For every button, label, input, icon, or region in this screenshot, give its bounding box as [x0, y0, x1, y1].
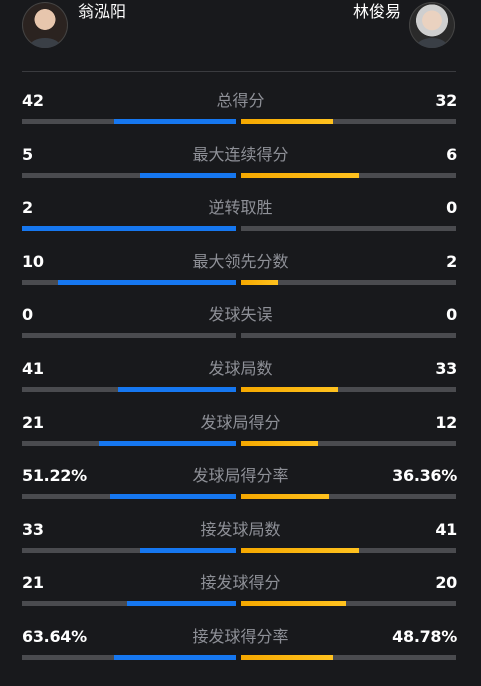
stat-right-bar-track: [241, 655, 456, 660]
stat-left-value: 2: [22, 198, 33, 217]
stat-label: 发球局得分率: [192, 466, 289, 485]
stat-right-bar-fill: [241, 173, 360, 178]
stat-label: 发球局得分: [200, 413, 281, 432]
stat-right-bar-track: [241, 601, 456, 606]
stat-left-value: 0: [22, 305, 33, 324]
stat-right-bar-fill: [241, 387, 338, 392]
stat-row: 41 发球局数 33: [0, 359, 481, 399]
stat-row: 5 最大连续得分 6: [0, 145, 481, 185]
stat-left-bar-track: [22, 601, 236, 606]
stat-right-bar-fill: [241, 601, 347, 606]
stat-left-bar-track: [22, 441, 236, 446]
stat-row: 42 总得分 32: [0, 91, 481, 131]
stat-left-bar-track: [22, 494, 236, 499]
stat-right-value: 32: [435, 91, 457, 110]
stat-label: 发球局数: [208, 359, 273, 378]
stat-right-bar-fill: [241, 441, 319, 446]
stat-right-value: 2: [446, 252, 457, 271]
stat-right-value: 48.78%: [392, 627, 457, 646]
stat-left-value: 63.64%: [22, 627, 87, 646]
stat-row: 0 发球失误 0: [0, 305, 481, 345]
stat-left-bar-fill: [118, 387, 236, 392]
header-divider: [22, 71, 456, 72]
stat-label: 发球失误: [208, 305, 273, 324]
player-right-avatar[interactable]: [409, 2, 455, 48]
stat-right-bar-fill: [241, 655, 334, 660]
stat-row: 51.22% 发球局得分率 36.36%: [0, 466, 481, 506]
stat-left-value: 10: [22, 252, 44, 271]
stat-left-bar-fill: [99, 441, 236, 446]
stat-right-bar-fill: [241, 119, 334, 124]
stat-right-value: 20: [435, 573, 457, 592]
stat-left-value: 21: [22, 413, 44, 432]
stat-row: 21 接发球得分 20: [0, 573, 481, 613]
stat-left-bar-track: [22, 548, 236, 553]
stat-left-bar-track: [22, 333, 236, 338]
stat-right-value: 36.36%: [392, 466, 457, 485]
stat-right-bar-fill: [241, 280, 278, 285]
stat-right-value: 33: [435, 359, 457, 378]
stat-right-bar-track: [241, 226, 456, 231]
stat-left-bar-fill: [139, 173, 236, 178]
stat-left-bar-fill: [139, 548, 236, 553]
stat-left-bar-fill: [114, 119, 236, 124]
stat-left-value: 42: [22, 91, 44, 110]
stat-left-value: 21: [22, 573, 44, 592]
stat-label: 最大连续得分: [192, 145, 289, 164]
stat-row: 2 逆转取胜 0: [0, 198, 481, 238]
stat-label: 逆转取胜: [208, 198, 273, 217]
stat-right-bar-track: [241, 119, 456, 124]
stat-left-bar-track: [22, 226, 236, 231]
stat-row: 21 发球局得分 12: [0, 413, 481, 453]
stat-left-bar-track: [22, 119, 236, 124]
stat-left-bar-fill: [126, 601, 236, 606]
stat-left-bar-track: [22, 173, 236, 178]
stat-label: 接发球得分: [200, 573, 281, 592]
stat-left-value: 41: [22, 359, 44, 378]
stat-right-bar-track: [241, 494, 456, 499]
stat-right-bar-fill: [241, 494, 330, 499]
stat-right-value: 0: [446, 198, 457, 217]
stat-right-value: 0: [446, 305, 457, 324]
stat-label: 接发球局数: [200, 520, 281, 539]
player-left-avatar[interactable]: [22, 2, 68, 48]
stat-right-value: 6: [446, 145, 457, 164]
stat-row: 63.64% 接发球得分率 48.78%: [0, 627, 481, 667]
stat-left-bar-track: [22, 387, 236, 392]
stat-right-bar-track: [241, 280, 456, 285]
stat-left-bar-fill: [114, 655, 236, 660]
stat-right-value: 41: [435, 520, 457, 539]
stat-label: 接发球得分率: [192, 627, 289, 646]
stat-row: 10 最大领先分数 2: [0, 252, 481, 292]
stat-right-bar-fill: [241, 548, 360, 553]
player-left-name[interactable]: 翁泓阳: [78, 2, 127, 21]
player-right-name[interactable]: 林俊易: [352, 2, 401, 21]
stat-right-bar-track: [241, 173, 456, 178]
stat-right-bar-track: [241, 441, 456, 446]
stat-left-value: 33: [22, 520, 44, 539]
stat-row: 33 接发球局数 41: [0, 520, 481, 560]
stat-left-bar-fill: [109, 494, 236, 499]
match-header: 翁泓阳 林俊易: [0, 0, 481, 60]
stat-left-bar-track: [22, 655, 236, 660]
stat-left-bar-fill: [58, 280, 236, 285]
stat-right-bar-track: [241, 333, 456, 338]
stat-left-bar-track: [22, 280, 236, 285]
stat-right-bar-track: [241, 387, 456, 392]
stat-right-value: 12: [435, 413, 457, 432]
stat-left-value: 51.22%: [22, 466, 87, 485]
stat-right-bar-track: [241, 548, 456, 553]
stat-label: 总得分: [216, 91, 265, 110]
stat-left-value: 5: [22, 145, 33, 164]
stat-left-bar-fill: [22, 226, 236, 231]
stat-label: 最大领先分数: [192, 252, 289, 271]
